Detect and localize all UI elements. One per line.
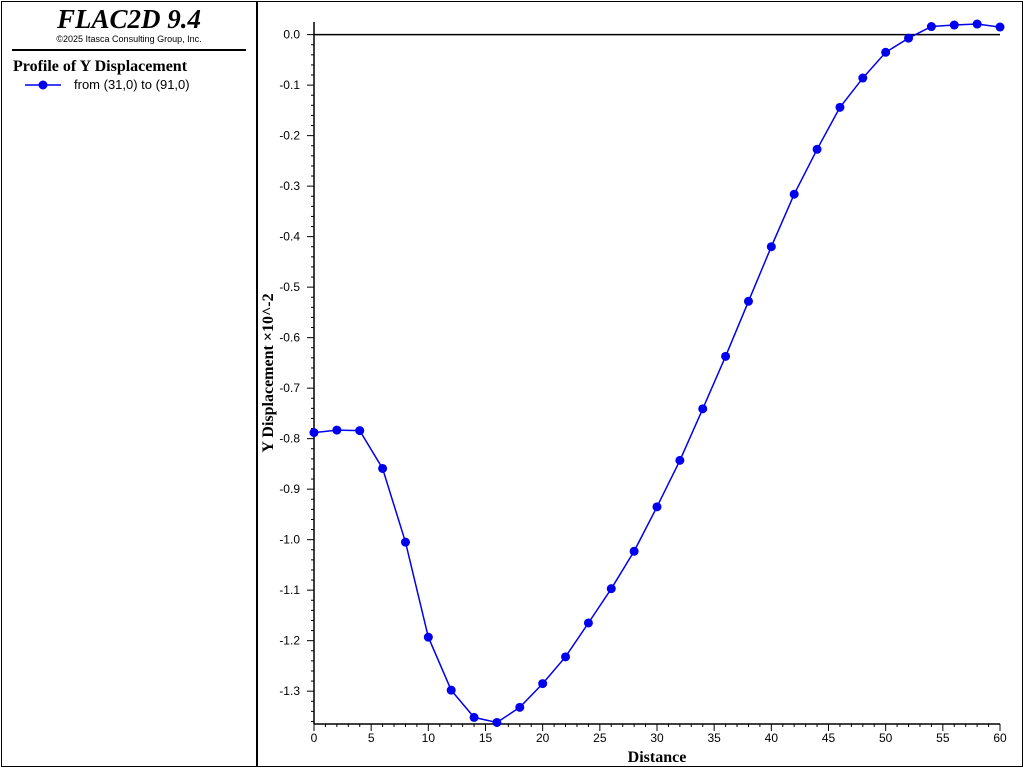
y-tick-label: -0.4	[279, 230, 300, 244]
data-point	[652, 502, 662, 512]
data-point	[721, 351, 731, 361]
data-point	[378, 463, 388, 473]
data-point	[743, 296, 753, 306]
x-tick-label: 10	[422, 731, 436, 745]
data-point	[583, 618, 593, 628]
chart-ticks: 0 5 10 15 20 25 30 35 40 45 50 55 60 0.0 -0.1 -0.2 -0.3 -…	[279, 28, 1007, 745]
x-tick-label: 55	[936, 731, 950, 745]
y-tick-label: -0.8	[279, 432, 300, 446]
data-point	[606, 584, 616, 594]
line-with-circle-marker-icon	[25, 80, 61, 90]
data-point	[858, 73, 868, 83]
y-tick-label: -0.2	[279, 129, 300, 143]
y-tick-label: 0.0	[283, 28, 300, 42]
data-point	[766, 242, 776, 252]
x-tick-label: 50	[879, 731, 893, 745]
x-tick-label: 35	[707, 731, 721, 745]
y-tick-label: -1.1	[279, 583, 300, 597]
data-point	[446, 685, 456, 695]
data-point	[675, 455, 685, 465]
x-tick-label: 0	[311, 731, 318, 745]
data-point	[812, 144, 822, 154]
series-line	[313, 23, 1001, 724]
chart-area: 0 5 10 15 20 25 30 35 40 45 50 55 60 0.0 -0.1 -0.2 -0.3 -…	[260, 19, 1007, 766]
app-title: FLAC2D 9.4	[56, 4, 202, 34]
y-tick-label: -0.5	[279, 280, 300, 294]
x-tick-label: 45	[822, 731, 836, 745]
copyright-text: ©2025 Itasca Consulting Group, Inc.	[56, 34, 202, 44]
data-point	[355, 426, 365, 436]
data-point	[561, 652, 571, 662]
data-point	[949, 20, 959, 30]
x-axis-title: Distance	[628, 749, 687, 766]
data-point	[538, 679, 548, 689]
chart-axes	[313, 22, 1000, 725]
data-point	[515, 702, 525, 712]
data-point	[881, 47, 891, 57]
data-point	[309, 428, 319, 438]
x-tick-label: 5	[368, 731, 375, 745]
x-tick-label: 30	[650, 731, 664, 745]
y-tick-label: -1.0	[279, 533, 300, 547]
y-tick-label: -0.3	[279, 179, 300, 193]
data-point	[492, 717, 502, 727]
y-tick-label: -0.7	[279, 381, 300, 395]
data-point	[698, 404, 708, 414]
series-layer	[309, 19, 1005, 727]
data-point	[995, 22, 1005, 32]
x-tick-label: 20	[536, 731, 550, 745]
x-tick-label: 60	[993, 731, 1007, 745]
y-tick-label: -0.1	[279, 78, 300, 92]
data-point	[835, 102, 845, 112]
data-point	[926, 22, 936, 32]
legend-entry-label: from (31,0) to (91,0)	[74, 77, 190, 92]
data-point	[972, 19, 982, 29]
y-tick-label: -0.6	[279, 331, 300, 345]
data-point	[400, 537, 410, 547]
y-tick-label: -0.9	[279, 482, 300, 496]
y-tick-label: -1.2	[279, 634, 300, 648]
x-tick-label: 25	[593, 731, 607, 745]
data-point	[469, 712, 479, 722]
data-point	[332, 425, 342, 435]
data-point	[789, 189, 799, 199]
y-axis-title: Y Displacement ×10^-2	[260, 293, 277, 452]
x-tick-label: 40	[765, 731, 779, 745]
data-point	[629, 546, 639, 556]
y-tick-label: -1.3	[279, 684, 300, 698]
x-tick-label: 15	[479, 731, 493, 745]
legend-title: Profile of Y Displacement	[13, 58, 188, 75]
legend-panel: FLAC2D 9.4 ©2025 Itasca Consulting Group…	[2, 2, 258, 766]
data-point	[423, 632, 433, 642]
title-divider	[12, 49, 246, 51]
data-point	[904, 33, 914, 43]
